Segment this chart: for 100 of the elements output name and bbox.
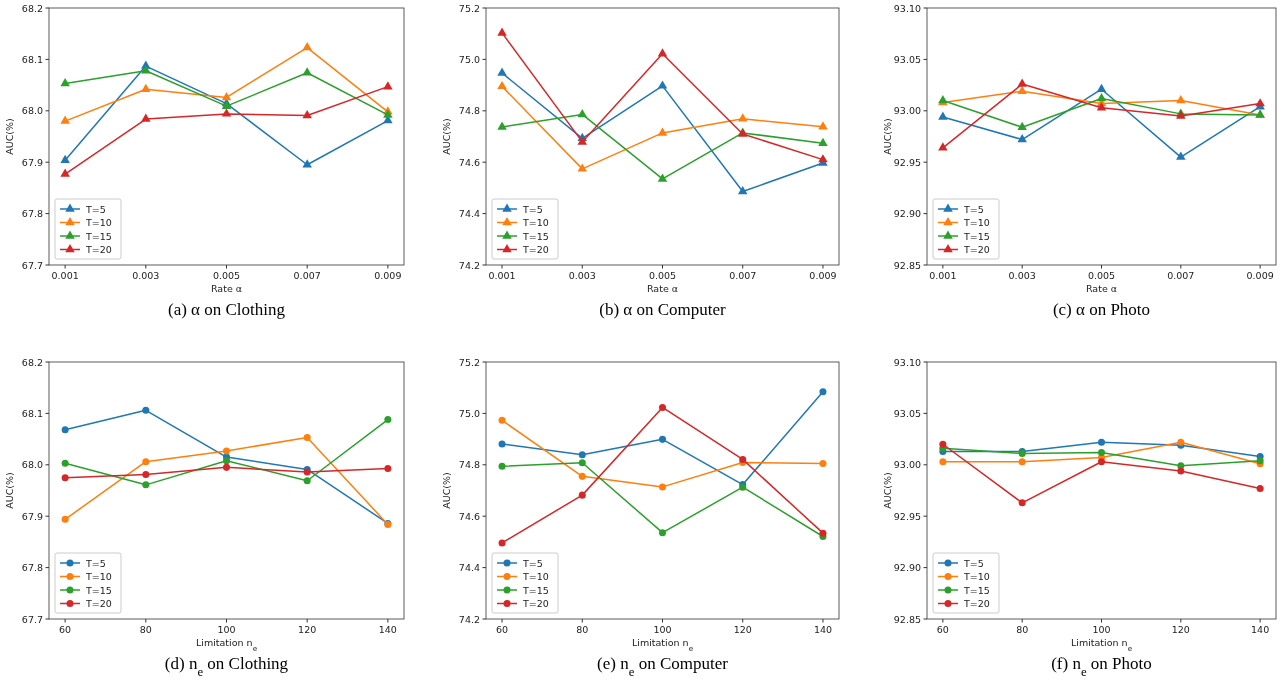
y-tick-label: 93.05 bbox=[893, 407, 921, 419]
y-tick-label: 67.7 bbox=[21, 259, 43, 271]
x-tick-label: 80 bbox=[576, 624, 589, 635]
text: (e) n$_{e}$ on Computer bbox=[597, 654, 729, 679]
text: (b) α on Computer bbox=[599, 300, 727, 319]
x-tick-label: 120 bbox=[733, 624, 752, 635]
y-tick-label: 74.2 bbox=[458, 259, 480, 271]
x-tick-label: 100 bbox=[1092, 624, 1111, 635]
legend-label: T=20 bbox=[522, 244, 549, 255]
x-tick-label: 0.009 bbox=[374, 270, 402, 281]
x-tick-label: 0.009 bbox=[809, 270, 837, 281]
x-tick-label: 0.003 bbox=[1008, 270, 1036, 281]
y-tick-label: 75.0 bbox=[458, 407, 480, 419]
x-axis-title: Rate α bbox=[646, 283, 679, 294]
y-tick-label: 93.00 bbox=[893, 105, 921, 117]
x-tick-label: 120 bbox=[1171, 624, 1190, 635]
y-axis-title: AUC(%) bbox=[882, 118, 893, 155]
legend-label: T=15 bbox=[85, 230, 112, 242]
y-tick-label: 74.6 bbox=[458, 510, 480, 522]
x-tick-label: 0.001 bbox=[929, 270, 957, 281]
x-tick-label: 0.007 bbox=[293, 270, 321, 281]
x-axis-title: Limitation n$_{e}$ bbox=[1071, 637, 1132, 653]
text: (a) α on Clothing bbox=[167, 300, 286, 319]
y-tick-label: 92.85 bbox=[893, 613, 921, 625]
x-tick-label: 80 bbox=[139, 624, 152, 635]
text: (d) n$_{e}$ on Clothing bbox=[164, 654, 289, 679]
x-axis-title: Limitation n$_{e}$ bbox=[196, 637, 257, 653]
x-tick-label: 140 bbox=[1251, 624, 1270, 635]
legend-label: T=20 bbox=[85, 244, 112, 255]
y-tick-label: 67.7 bbox=[21, 613, 43, 625]
y-tick-label: 68.1 bbox=[21, 53, 43, 65]
x-tick-label: 0.005 bbox=[648, 270, 677, 281]
legend-label: T=15 bbox=[522, 230, 549, 242]
y-tick-label: 74.2 bbox=[458, 613, 480, 625]
y-tick-label: 92.95 bbox=[893, 156, 921, 168]
text: (f) n$_{e}$ on Photo bbox=[1051, 654, 1152, 679]
x-axis-title: Rate α bbox=[1085, 283, 1118, 294]
legend-label: T=5 bbox=[85, 557, 106, 569]
y-tick-label: 67.8 bbox=[21, 562, 43, 574]
y-axis-title: AUC(%) bbox=[4, 118, 15, 155]
x-axis-title: Rate α bbox=[210, 283, 243, 294]
y-tick-label: 67.9 bbox=[21, 510, 43, 522]
y-axis-title: AUC(%) bbox=[441, 472, 452, 509]
legend-label: T=5 bbox=[522, 203, 543, 215]
y-tick-label: 92.90 bbox=[893, 208, 921, 220]
y-axis-title: AUC(%) bbox=[441, 118, 452, 155]
legend-label: T=15 bbox=[963, 230, 990, 242]
text: (c) α on Photo bbox=[1052, 300, 1151, 319]
y-tick-label: 74.8 bbox=[458, 105, 480, 117]
legend-label: T=10 bbox=[522, 217, 549, 228]
x-tick-label: 0.003 bbox=[568, 270, 596, 281]
x-tick-label: 0.005 bbox=[212, 270, 241, 281]
y-tick-label: 93.05 bbox=[893, 53, 921, 65]
x-tick-label: 140 bbox=[378, 624, 397, 635]
x-tick-label: 0.003 bbox=[132, 270, 160, 281]
y-tick-label: 75.2 bbox=[458, 2, 480, 14]
y-tick-label: 93.00 bbox=[893, 459, 921, 471]
x-tick-label: 80 bbox=[1016, 624, 1029, 635]
x-tick-label: 0.001 bbox=[51, 270, 79, 281]
y-tick-label: 67.9 bbox=[21, 156, 43, 168]
legend-label: T=10 bbox=[85, 217, 112, 228]
legend-label: T=15 bbox=[522, 584, 549, 596]
x-tick-label: 100 bbox=[217, 624, 236, 635]
x-axis-title: Limitation n$_{e}$ bbox=[632, 637, 693, 653]
x-tick-label: 0.007 bbox=[1167, 270, 1195, 281]
y-tick-label: 74.4 bbox=[458, 208, 480, 220]
y-tick-label: 68.2 bbox=[21, 356, 43, 368]
y-tick-label: 74.4 bbox=[458, 562, 480, 574]
x-tick-label: 60 bbox=[59, 624, 72, 635]
x-tick-label: 0.001 bbox=[488, 270, 516, 281]
y-tick-label: 92.90 bbox=[893, 562, 921, 574]
x-tick-label: 0.007 bbox=[729, 270, 757, 281]
y-tick-label: 92.95 bbox=[893, 510, 921, 522]
y-tick-label: 68.0 bbox=[21, 105, 43, 117]
y-tick-label: 67.8 bbox=[21, 208, 43, 220]
y-tick-label: 68.0 bbox=[21, 459, 43, 471]
y-tick-label: 68.1 bbox=[21, 407, 43, 419]
x-tick-label: 0.005 bbox=[1087, 270, 1116, 281]
legend-label: T=20 bbox=[85, 598, 112, 609]
legend-label: T=20 bbox=[963, 244, 990, 255]
x-tick-label: 60 bbox=[936, 624, 949, 635]
legend-label: T=10 bbox=[963, 571, 990, 582]
x-tick-label: 100 bbox=[653, 624, 672, 635]
y-tick-label: 93.10 bbox=[893, 356, 921, 368]
legend-label: T=15 bbox=[85, 584, 112, 596]
y-tick-label: 75.2 bbox=[458, 356, 480, 368]
legend-label: T=5 bbox=[85, 203, 106, 215]
legend-label: T=10 bbox=[522, 571, 549, 582]
y-tick-label: 74.6 bbox=[458, 156, 480, 168]
y-tick-label: 68.2 bbox=[21, 2, 43, 14]
legend-label: T=10 bbox=[963, 217, 990, 228]
y-tick-label: 74.8 bbox=[458, 459, 480, 471]
legend-label: T=5 bbox=[522, 557, 543, 569]
x-tick-label: 120 bbox=[298, 624, 317, 635]
y-tick-label: 93.10 bbox=[893, 2, 921, 14]
x-tick-label: 0.009 bbox=[1246, 270, 1274, 281]
legend-label: T=20 bbox=[522, 598, 549, 609]
y-axis-title: AUC(%) bbox=[4, 472, 15, 509]
legend-label: T=20 bbox=[963, 598, 990, 609]
y-tick-label: 75.0 bbox=[458, 53, 480, 65]
